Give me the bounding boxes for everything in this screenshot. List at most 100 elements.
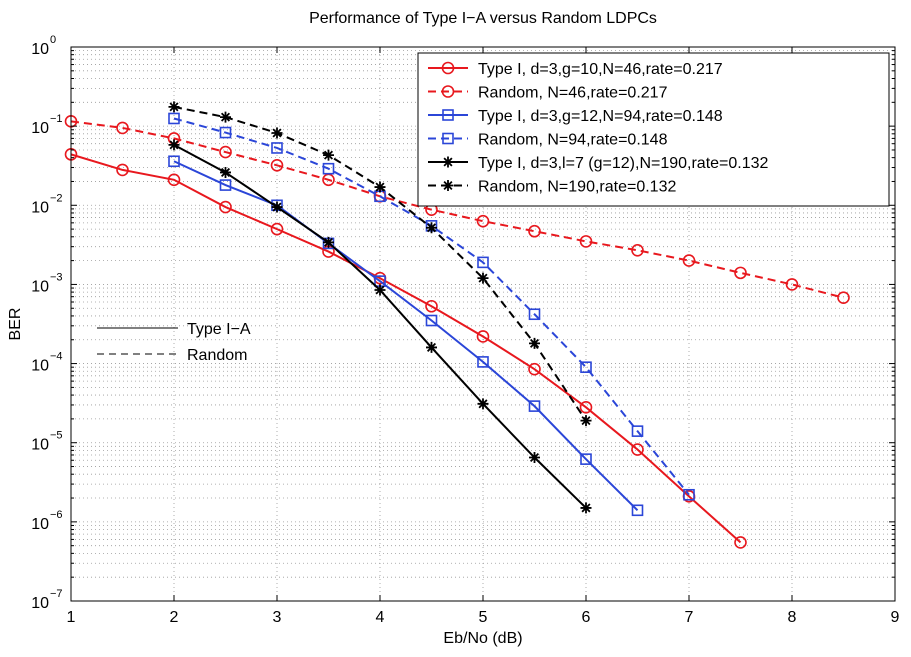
legend-item: Random, N=94,rate=0.148 — [428, 132, 668, 149]
data-point — [374, 181, 386, 193]
y-tick-base: 10 — [31, 199, 49, 216]
annotation-label: Type I−A — [187, 321, 251, 338]
x-tick-label: 5 — [479, 609, 488, 626]
data-point — [631, 243, 644, 257]
data-point — [631, 443, 644, 456]
chart-title: Performance of Type I−A versus Random LD… — [309, 10, 657, 27]
y-tick-exponent: −2 — [50, 192, 63, 204]
data-point — [116, 163, 129, 177]
data-point — [219, 200, 232, 214]
data-point — [837, 291, 850, 304]
legend-label: Type I, d=3,l=7 (g=12),N=190,rate=0.132 — [478, 155, 769, 172]
data-point — [323, 236, 334, 248]
x-tick-label: 2 — [170, 609, 179, 626]
legend-label: Random, N=190,rate=0.132 — [478, 179, 676, 196]
y-tick-base: 10 — [31, 358, 49, 375]
data-point — [580, 361, 592, 373]
data-point — [168, 112, 180, 125]
series-line — [70, 120, 844, 299]
y-tick-label: 10−2 — [31, 192, 62, 216]
x-tick-label: 9 — [891, 609, 900, 626]
data-point — [168, 139, 180, 151]
legend-item: Type I, d=3,g=10,N=46,rate=0.217 — [428, 61, 723, 78]
x-axis-label: Eb/No (dB) — [443, 630, 522, 647]
series-layer — [64, 101, 850, 549]
legend-item: Random, N=46,rate=0.217 — [428, 85, 668, 102]
data-point — [477, 356, 489, 368]
x-tick-label: 8 — [788, 609, 797, 626]
data-point — [579, 401, 593, 414]
y-tick-base: 10 — [31, 120, 49, 137]
data-point — [220, 166, 231, 178]
data-point — [477, 272, 489, 284]
data-point — [425, 314, 438, 327]
y-tick-label: 10−5 — [31, 430, 62, 454]
legend: Type I, d=3,g=10,N=46,rate=0.217 Random, … — [417, 52, 890, 207]
data-point — [219, 145, 232, 159]
x-tick-label: 3 — [273, 609, 282, 626]
y-tick-base: 10 — [31, 516, 49, 533]
data-point — [168, 155, 180, 168]
y-tick-base: 10 — [31, 278, 49, 295]
legend-marker — [442, 109, 454, 121]
series-line — [173, 160, 639, 512]
legend-marker — [442, 156, 454, 168]
series-line — [70, 153, 742, 544]
data-point — [271, 201, 283, 213]
data-point — [580, 415, 592, 427]
data-point — [529, 452, 540, 464]
data-point — [528, 224, 541, 238]
legend-label: Type I, d=3,g=12,N=94,rate=0.148 — [478, 108, 723, 125]
data-point — [426, 222, 437, 234]
legend-item: Type I, d=3,g=12,N=94,rate=0.148 — [428, 108, 723, 125]
legend-marker — [442, 180, 454, 191]
data-point — [580, 502, 592, 514]
data-point — [682, 254, 696, 267]
x-tick-label: 7 — [685, 609, 694, 626]
data-point — [734, 536, 747, 549]
data-point — [219, 126, 232, 139]
y-tick-exponent: −4 — [50, 351, 63, 363]
data-point — [528, 308, 541, 321]
data-point — [374, 284, 386, 296]
data-point — [271, 127, 283, 139]
data-point — [323, 149, 334, 161]
data-point — [116, 121, 129, 135]
series-6 — [168, 101, 592, 427]
data-point — [579, 235, 593, 248]
y-tick-label: 10−7 — [31, 588, 62, 612]
data-point — [220, 111, 231, 123]
data-point — [219, 179, 232, 191]
data-point — [631, 425, 644, 437]
x-tick-label: 6 — [582, 609, 591, 626]
legend-marker — [441, 85, 455, 98]
data-point — [528, 362, 541, 376]
y-tick-exponent: −1 — [50, 113, 63, 125]
y-tick-base: 10 — [31, 595, 49, 612]
data-point — [270, 222, 284, 236]
y-tick-exponent: −6 — [50, 509, 63, 521]
series-5 — [168, 139, 592, 514]
legend-label: Type I, d=3,g=10,N=46,rate=0.217 — [478, 61, 723, 78]
data-point — [168, 101, 180, 113]
data-point — [631, 504, 644, 517]
y-tick-exponent: −5 — [50, 430, 63, 442]
data-point — [477, 398, 489, 410]
data-point — [322, 162, 335, 175]
data-point — [683, 488, 695, 501]
data-point — [477, 256, 489, 269]
data-point — [167, 173, 181, 187]
y-tick-exponent: −7 — [50, 588, 63, 600]
legend-label: Random, N=46,rate=0.217 — [478, 85, 668, 102]
data-point — [528, 400, 541, 412]
x-tick-label: 1 — [67, 609, 76, 626]
y-tick-label: 10−6 — [31, 509, 62, 533]
y-tick-base: 10 — [31, 437, 49, 454]
data-point — [426, 341, 437, 353]
y-tick-base: 10 — [31, 41, 49, 58]
legend-label: Random, N=94,rate=0.148 — [478, 132, 668, 149]
legend-item: Type I, d=3,l=7 (g=12),N=190,rate=0.132 — [428, 155, 769, 172]
